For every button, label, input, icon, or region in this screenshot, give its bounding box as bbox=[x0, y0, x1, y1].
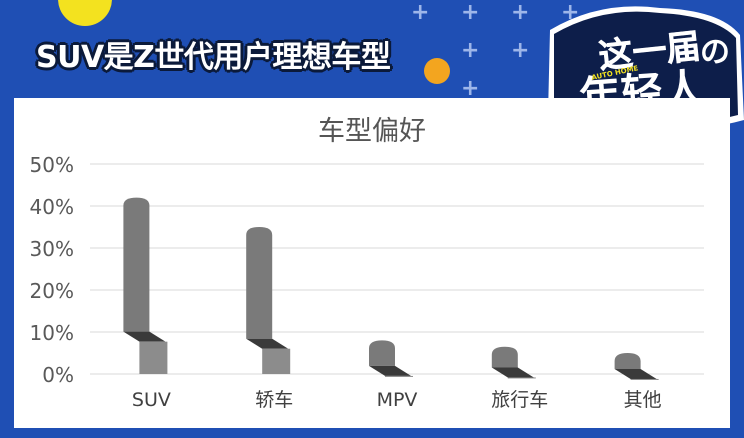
bar-1 bbox=[123, 197, 168, 374]
bar-bend bbox=[369, 365, 411, 376]
bar-upper bbox=[246, 227, 273, 339]
chart-y-axis: 0% 10% 20% 30% 40% 50% bbox=[30, 153, 74, 387]
bar-bend bbox=[491, 367, 534, 378]
y-tick-label: 50% bbox=[30, 153, 74, 177]
x-tick-label: 轿车 bbox=[255, 389, 293, 411]
bar-lower bbox=[385, 375, 413, 377]
y-tick-label: 40% bbox=[30, 195, 74, 219]
bar-4 bbox=[491, 346, 536, 379]
bar-lower bbox=[507, 377, 536, 379]
chart-x-axis: SUV 轿车 MPV 旅行车 其他 bbox=[132, 389, 662, 411]
bar-2 bbox=[246, 227, 291, 374]
chart-bars bbox=[123, 197, 659, 380]
bar-upper bbox=[123, 197, 150, 332]
bar-bend bbox=[614, 368, 657, 379]
y-tick-label: 30% bbox=[30, 237, 74, 261]
bar-upper bbox=[614, 353, 641, 369]
x-tick-label: SUV bbox=[132, 389, 171, 411]
y-tick-label: 20% bbox=[30, 279, 74, 303]
plus-decoration-icon: + bbox=[511, 0, 530, 25]
plus-decoration-icon: + bbox=[461, 0, 480, 25]
bar-3 bbox=[369, 340, 413, 377]
chart-gridlines bbox=[90, 163, 704, 375]
y-tick-label: 10% bbox=[30, 321, 74, 345]
yellow-circle-decoration bbox=[58, 0, 112, 26]
x-tick-label: 旅行车 bbox=[491, 389, 548, 411]
preference-bar-chart: 车型偏好 0% 10% 20% 30% 40% 50% SUV 轿车 MPV 旅行车 其他 bbox=[30, 116, 704, 411]
bar-upper bbox=[369, 340, 395, 366]
bar-bend bbox=[246, 338, 289, 349]
bar-lower bbox=[139, 341, 168, 374]
plus-decoration-icon: + bbox=[461, 76, 480, 101]
chart-panel: 车型偏好 0% 10% 20% 30% 40% 50% SUV 轿车 MPV 旅行车 其他 bbox=[14, 98, 730, 428]
headline-banner: SUV是Z世代用户理想车型 bbox=[14, 26, 454, 75]
bar-lower bbox=[630, 378, 659, 380]
x-tick-label: MPV bbox=[377, 389, 418, 411]
x-tick-label: 其他 bbox=[624, 389, 662, 411]
plus-decoration-icon: + bbox=[511, 38, 530, 63]
bar-5 bbox=[614, 353, 659, 380]
headline-title: SUV是Z世代用户理想车型 bbox=[36, 40, 391, 75]
y-tick-label: 0% bbox=[42, 363, 74, 387]
plus-decoration-icon: + bbox=[461, 38, 480, 63]
bar-upper bbox=[491, 346, 518, 368]
plus-decoration-icon: + bbox=[411, 0, 430, 25]
yellow-circle-decoration-small bbox=[424, 58, 450, 84]
bar-bend bbox=[123, 331, 166, 342]
stamp-logo-char: の bbox=[700, 35, 730, 70]
chart-title: 车型偏好 bbox=[318, 116, 426, 147]
bar-lower bbox=[262, 348, 291, 374]
